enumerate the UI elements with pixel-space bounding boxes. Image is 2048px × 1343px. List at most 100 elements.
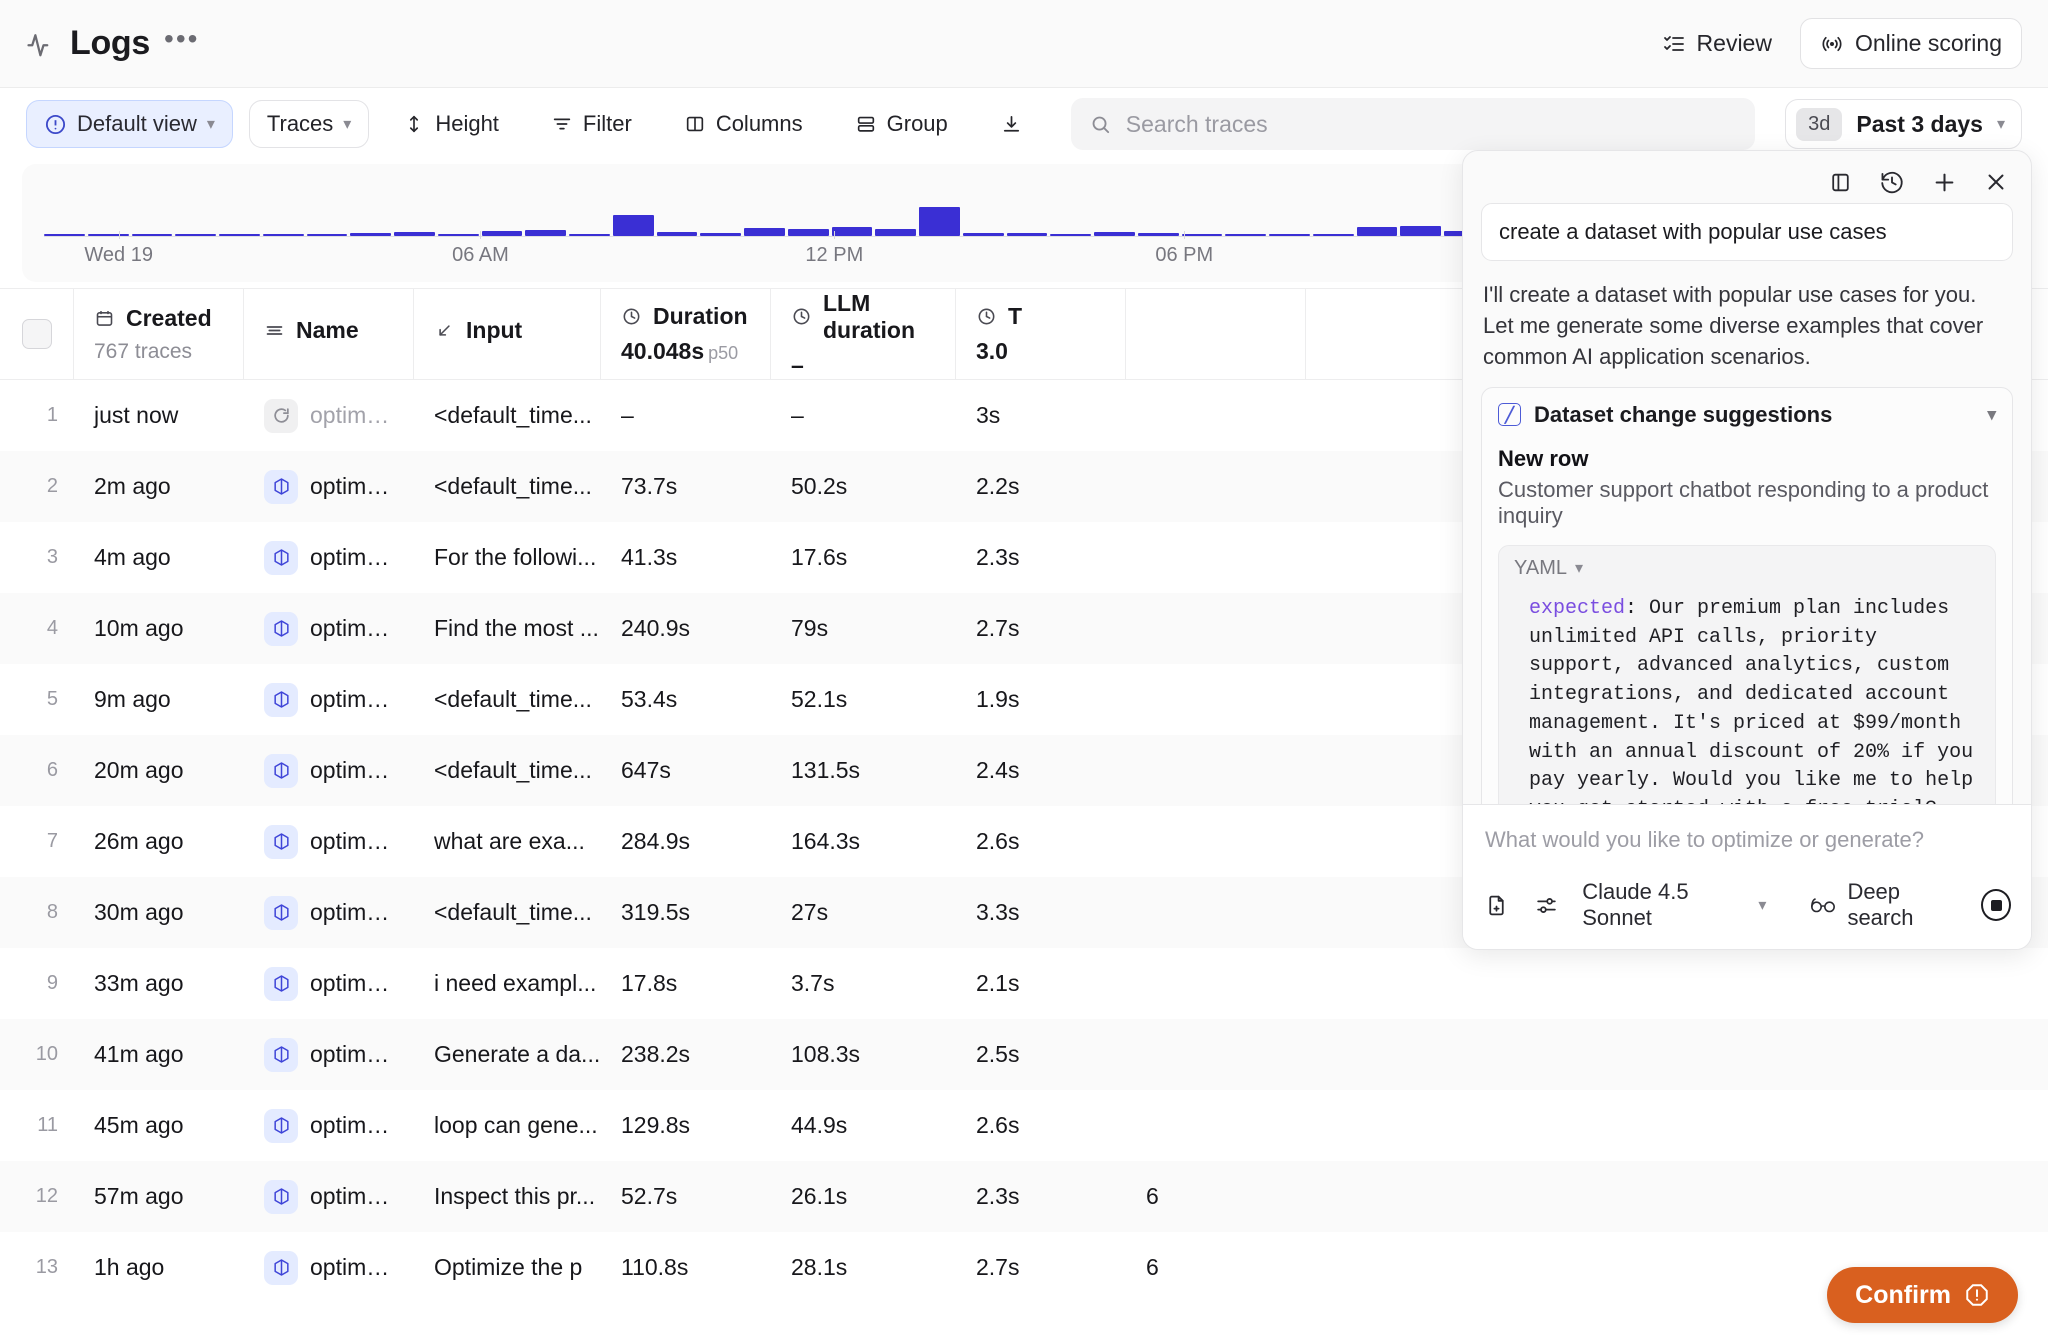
page-more-button[interactable]: •••: [164, 22, 200, 54]
histogram-bar: [656, 232, 698, 236]
confirm-button[interactable]: Confirm: [1827, 1267, 2018, 1323]
user-prompt[interactable]: create a dataset with popular use cases: [1481, 203, 2013, 261]
histogram-bar: [87, 234, 129, 236]
row-index: 7: [46, 830, 58, 852]
online-scoring-button[interactable]: Online scoring: [1799, 18, 2022, 69]
cell-duration: 73.7s: [621, 473, 678, 499]
yaml-code-content: expected: Our premium plan includes unli…: [1499, 591, 1995, 804]
cell-name: optimizati...: [244, 895, 414, 930]
review-button[interactable]: Review: [1656, 19, 1778, 68]
cell-input: For the followi...: [434, 544, 597, 570]
default-view-selector[interactable]: Default view ▾: [26, 100, 233, 148]
table-row[interactable]: 10 41m ago optimizati... Generate a da... 23…: [0, 1019, 2048, 1090]
height-button[interactable]: Height: [385, 100, 517, 148]
composer-actions: Claude 4.5 Sonnet ▾ Deep search: [1483, 879, 2011, 931]
cell-name: optimizati...: [244, 1179, 414, 1214]
column-header-duration[interactable]: Duration 40.048s p50: [601, 289, 771, 379]
time-range-selector[interactable]: 3d Past 3 days ▾: [1785, 99, 2022, 149]
table-row[interactable]: 1 just now optimizati... <default_time... – –…: [0, 380, 2048, 451]
histogram-bar: [394, 232, 435, 236]
table-row[interactable]: 5 9m ago optimizati... <default_time... 53.4…: [0, 664, 2048, 735]
deep-search-toggle[interactable]: Deep search: [1810, 879, 1959, 931]
download-button[interactable]: [982, 100, 1041, 148]
cell-llm-duration: 108.3s: [791, 1041, 861, 1067]
cell-duration: 647s: [621, 757, 671, 783]
chevron-down-icon: ▾: [206, 116, 215, 133]
histogram-x-label: 12 PM: [805, 244, 864, 266]
cell-duration: 319.5s: [621, 899, 691, 925]
search-traces-box[interactable]: [1070, 98, 1756, 150]
chevron-down-icon[interactable]: ▾: [1987, 404, 1996, 424]
history-icon[interactable]: [1877, 167, 1907, 197]
cell-llm-duration: 52.1s: [791, 686, 848, 712]
column-header-created[interactable]: Created 767 traces: [74, 289, 244, 379]
histogram-x-label: 06 AM: [452, 244, 509, 266]
cell-input: Optimize the p: [434, 1254, 583, 1280]
histogram-bar: [525, 230, 566, 236]
cell-tokens: 2.1s: [976, 970, 1020, 996]
stop-generation-button[interactable]: [1981, 889, 2011, 921]
columns-button[interactable]: Columns: [666, 100, 821, 148]
cell-llm-duration: 26.1s: [791, 1183, 848, 1209]
table-row[interactable]: 13 1h ago optimizati Optimize the p 110.8s 28…: [0, 1232, 2048, 1303]
cell-created: 1h ago: [94, 1254, 165, 1280]
cell-name: optimizati...: [244, 682, 414, 717]
cell-created: 33m ago: [94, 970, 184, 996]
cell-name: optimizati...: [244, 540, 414, 575]
group-button[interactable]: Group: [837, 100, 966, 148]
column-header-input[interactable]: Input: [414, 289, 601, 379]
histogram-bar: [1094, 232, 1135, 236]
group-label: Group: [886, 111, 948, 136]
table-row[interactable]: 12 57m ago optimizati... Inspect this pr...…: [0, 1161, 2048, 1232]
composer-placeholder[interactable]: What would you like to optimize or gener…: [1485, 827, 1925, 852]
new-chat-icon[interactable]: [1929, 167, 1959, 197]
select-all-checkbox[interactable]: [21, 319, 52, 349]
table-body: 1 just now optimizati... <default_time... – –…: [0, 380, 2048, 1303]
suggestions-title: Dataset change suggestions: [1534, 401, 1833, 427]
close-icon[interactable]: [1981, 167, 2011, 197]
attach-file-icon[interactable]: [1483, 890, 1511, 920]
alert-circle-icon: [44, 113, 67, 136]
cube-icon: [264, 682, 298, 717]
table-row[interactable]: 9 33m ago optimizati... i need exampl... 17.…: [0, 948, 2048, 1019]
suggestions-header[interactable]: ╱ Dataset change suggestions ▾: [1482, 388, 2012, 442]
columns-icon: [684, 113, 706, 135]
histogram-bar: [1181, 234, 1223, 236]
table-row[interactable]: 7 26m ago optimizati... what are exa... 284.…: [0, 806, 2048, 877]
table-header-row: Created 767 traces Name Input: [0, 288, 2048, 380]
top-bar: Logs ••• Review Online scoring: [0, 0, 2048, 88]
traces-label: Traces: [266, 111, 334, 136]
column-header-cost[interactable]: [1126, 289, 1306, 379]
table-row[interactable]: 11 45m ago optimizati... loop can gene... 12…: [0, 1090, 2048, 1161]
cell-duration: 129.8s: [621, 1112, 691, 1138]
traces-table: Created 767 traces Name Input: [0, 288, 2048, 1303]
chevron-down-icon: ▾: [1574, 560, 1584, 578]
histogram-bar: [437, 234, 479, 236]
row-index: 11: [37, 1114, 58, 1136]
cell-name-text: optimizati...: [310, 1112, 394, 1138]
cell-llm-duration: 17.6s: [791, 544, 848, 570]
duration-p50-value: 40.048s: [621, 338, 705, 364]
row-index: 4: [46, 617, 58, 639]
column-header-name[interactable]: Name: [244, 289, 414, 379]
search-input[interactable]: [1125, 110, 1738, 138]
histogram-bar: [44, 234, 85, 236]
settings-sliders-icon[interactable]: [1533, 890, 1561, 920]
model-selector[interactable]: Claude 4.5 Sonnet ▾: [1582, 879, 1766, 931]
histogram-bar: [1312, 234, 1354, 236]
column-header-llm-duration[interactable]: LLM duration –: [771, 289, 956, 379]
column-label-llm-duration: LLM duration: [823, 289, 915, 343]
traces-selector[interactable]: Traces ▾: [248, 100, 370, 148]
column-header-tokens[interactable]: T 3.0: [956, 289, 1126, 379]
cell-llm-duration: 164.3s: [791, 828, 861, 854]
cell-name-text: optimizati...: [310, 473, 394, 499]
sidebar-toggle-icon[interactable]: [1825, 167, 1855, 197]
code-language-selector[interactable]: YAML ▾: [1499, 546, 1995, 591]
cell-input: <default_time...: [434, 899, 592, 925]
top-bar-actions: Review Online scoring: [1656, 18, 2022, 69]
cell-name-text: optimizati...: [310, 615, 394, 641]
filter-button[interactable]: Filter: [533, 100, 650, 148]
llm-duration-p50: –: [791, 352, 935, 379]
cube-icon: [264, 895, 298, 930]
table-row[interactable]: 3 4m ago optimizati... For the followi... 41…: [0, 522, 2048, 593]
